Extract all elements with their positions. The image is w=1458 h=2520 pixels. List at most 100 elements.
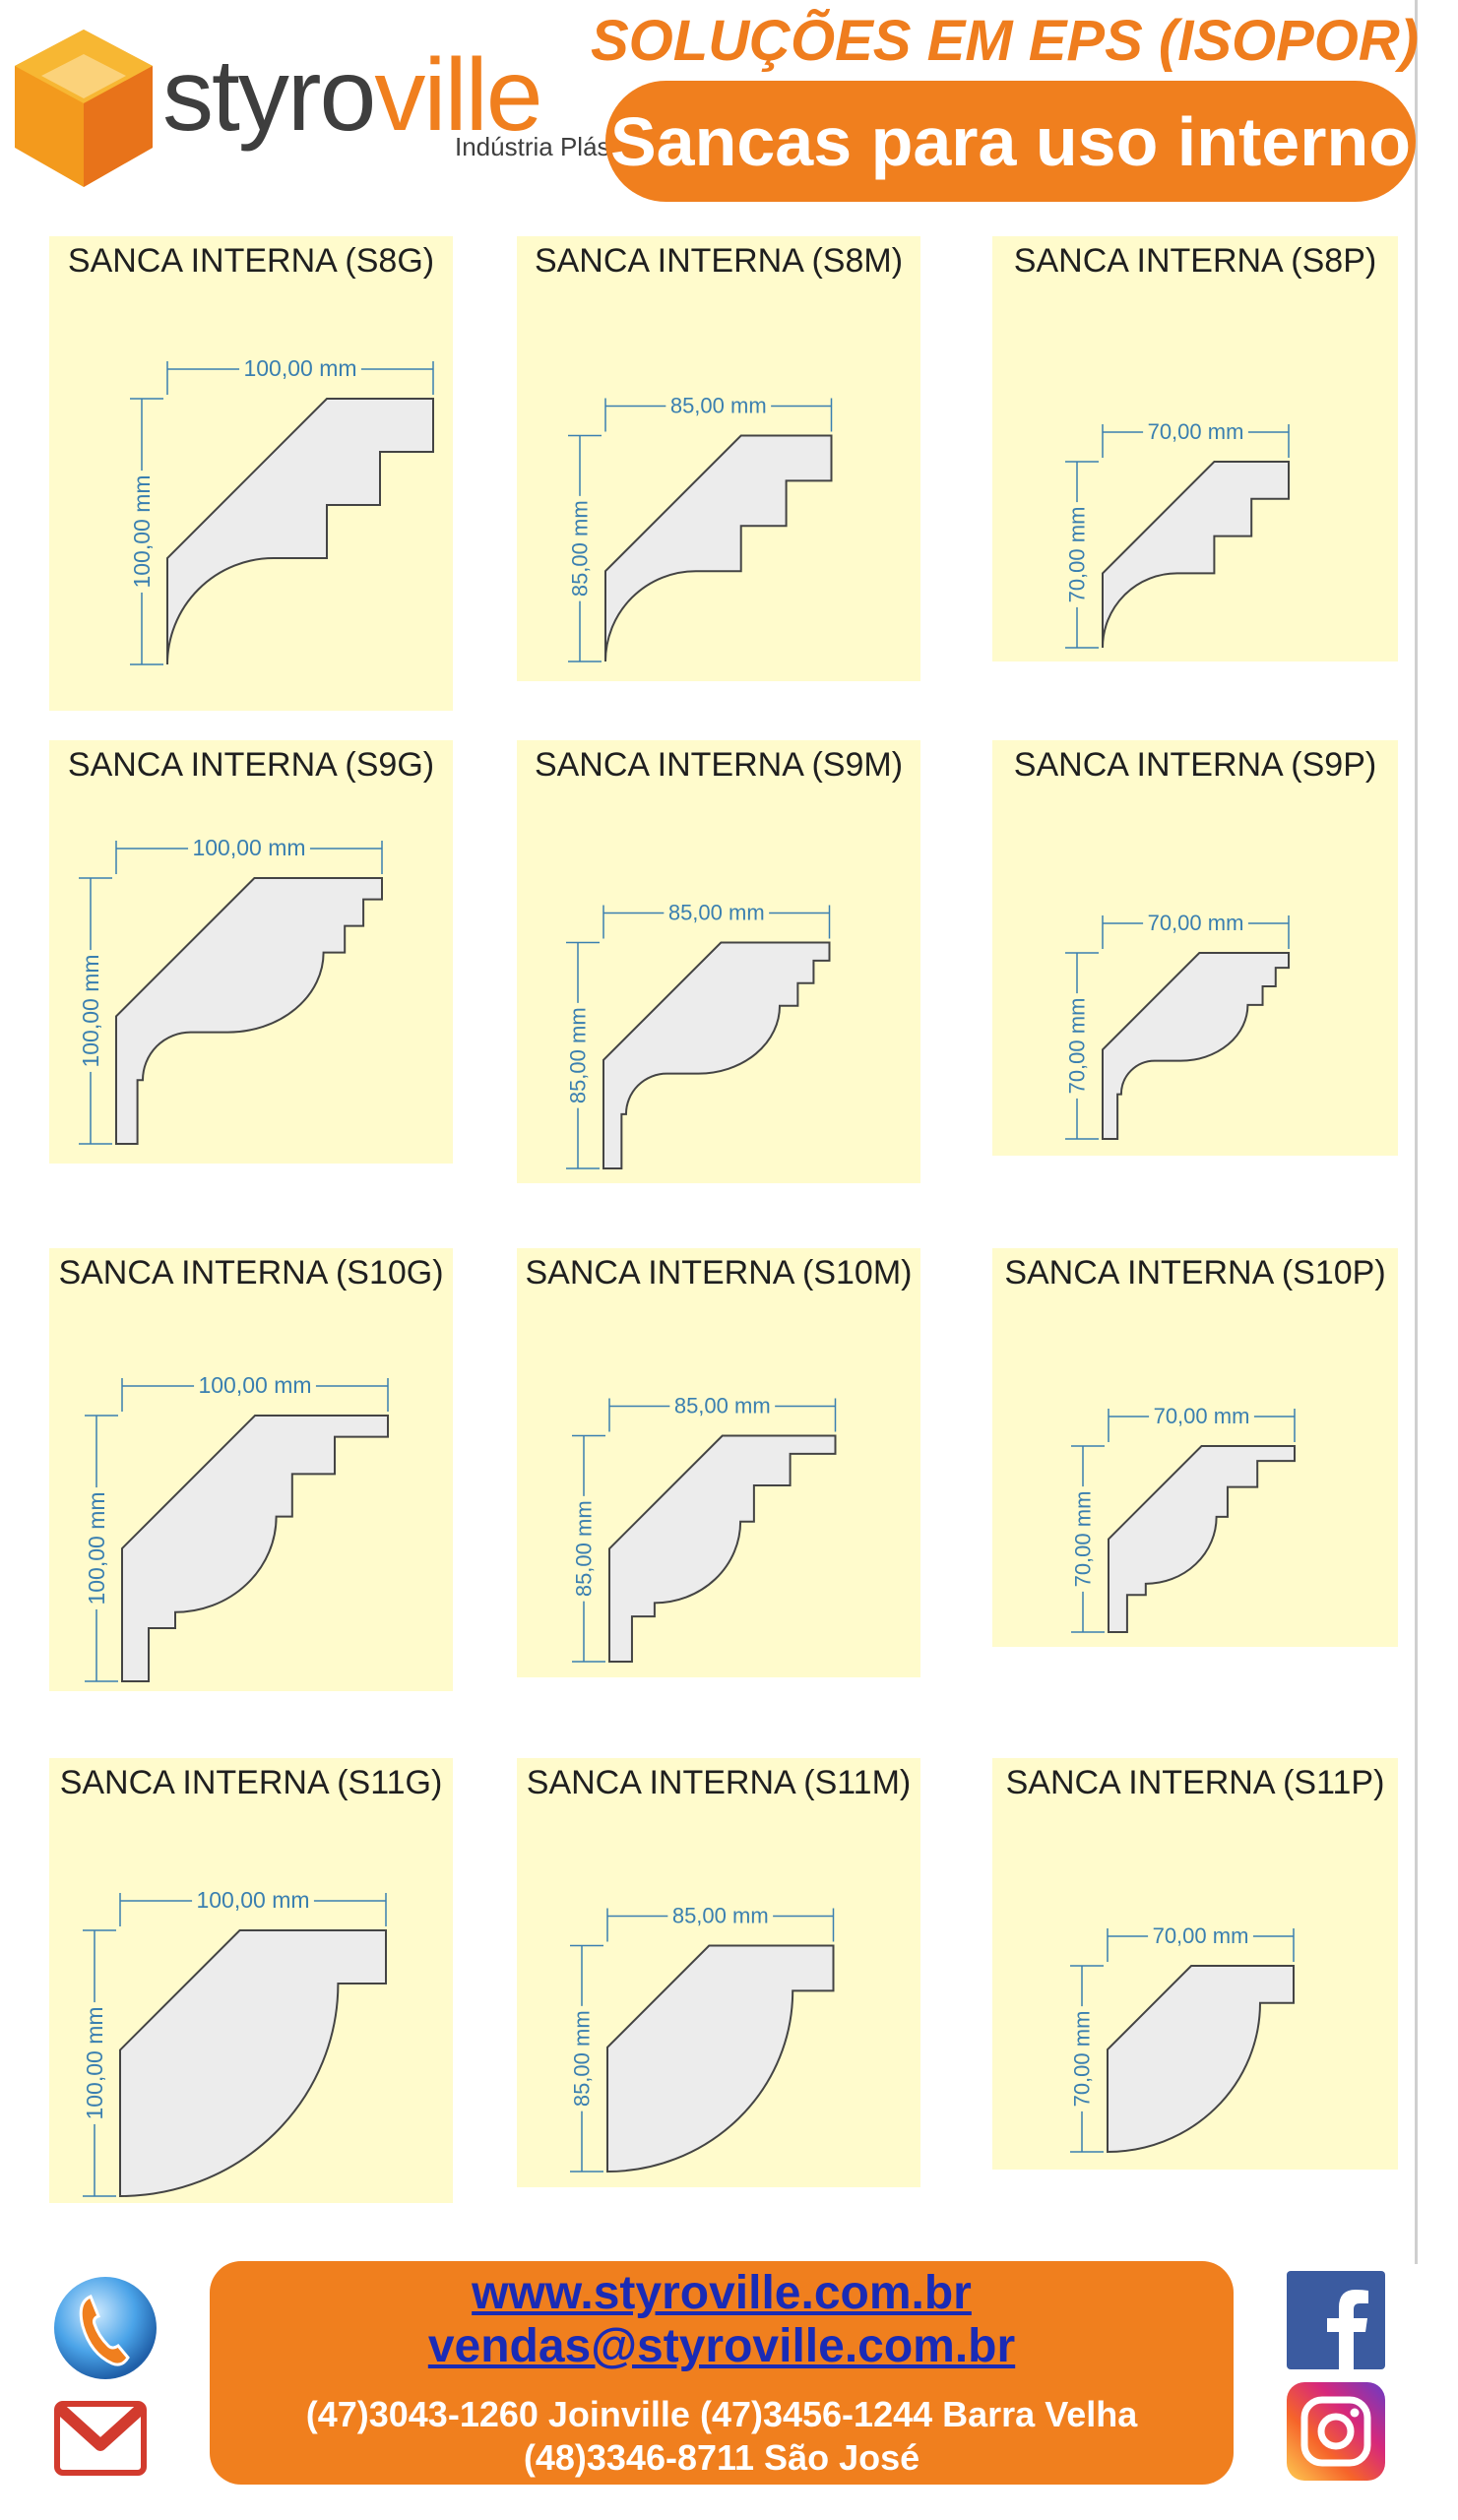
product-title: SANCA INTERNA (S10P) xyxy=(1004,1254,1386,1292)
height-label-backing xyxy=(566,495,594,601)
facebook-icon[interactable] xyxy=(1287,2271,1385,2369)
profile-drawing: 85,00 mm 85,00 mm xyxy=(570,1392,837,1664)
product-card: SANCA INTERNA (S8G) 100,00 mm 100,00 mm xyxy=(49,236,453,711)
width-dimension-label: 85,00 mm xyxy=(674,1394,771,1418)
page-edge-rule xyxy=(1415,0,1418,2264)
width-dimension-label: 100,00 mm xyxy=(243,355,356,381)
product-title: SANCA INTERNA (S8G) xyxy=(67,242,435,280)
width-dimension-label: 70,00 mm xyxy=(1148,911,1244,935)
instagram-icon[interactable] xyxy=(1287,2382,1385,2481)
product-card: SANCA INTERNA (S9P) 70,00 mm 70,00 mm xyxy=(992,740,1398,1156)
phone-numbers-line2: (48)3346-8711 São José xyxy=(523,2437,920,2478)
phone-icon[interactable] xyxy=(51,2269,159,2387)
product-card: SANCA INTERNA (S11M) 85,00 mm 85,00 mm xyxy=(517,1758,920,2187)
height-label-backing xyxy=(81,2002,108,2124)
height-dimension-label: 70,00 mm xyxy=(1071,1491,1096,1588)
product-title: SANCA INTERNA (S8P) xyxy=(1013,242,1377,280)
height-dimension-label: 85,00 mm xyxy=(570,2010,595,2107)
product-title: SANCA INTERNA (S11P) xyxy=(1005,1764,1385,1801)
product-title: SANCA INTERNA (S10G) xyxy=(58,1254,444,1292)
cube-logo-icon xyxy=(15,30,153,187)
height-dimension-label: 85,00 mm xyxy=(568,500,593,597)
width-dimension-label: 70,00 mm xyxy=(1153,1923,1249,1948)
product-card: SANCA INTERNA (S11G) 100,00 mm 100,00 mm xyxy=(49,1758,453,2203)
profile-shape xyxy=(118,1928,388,2198)
profile-shape xyxy=(602,941,831,1170)
product-title: SANCA INTERNA (S9G) xyxy=(67,746,435,784)
height-dimension-label: 85,00 mm xyxy=(566,1007,591,1103)
profile-shape xyxy=(1107,1965,1295,2154)
phone-numbers-line1: (47)3043-1260 Joinville (47)3456-1244 Ba… xyxy=(305,2394,1138,2434)
profile-drawing: 100,00 mm 100,00 mm xyxy=(77,835,384,1146)
profile-drawing: 70,00 mm 70,00 mm xyxy=(1063,910,1290,1140)
width-label-backing xyxy=(666,392,772,418)
profile-drawing: 85,00 mm 85,00 mm xyxy=(568,1902,835,2174)
product-card: SANCA INTERNA (S9M) 85,00 mm 85,00 mm xyxy=(517,740,920,1183)
height-label-backing xyxy=(564,1002,592,1108)
height-dimension-label: 100,00 mm xyxy=(82,2006,107,2119)
width-dimension-label: 70,00 mm xyxy=(1154,1404,1250,1428)
height-label-backing xyxy=(570,1495,598,1602)
width-dimension-label: 85,00 mm xyxy=(670,394,767,418)
width-label-backing xyxy=(1148,1922,1253,1948)
profile-drawing: 100,00 mm 100,00 mm xyxy=(81,1887,388,2198)
product-card: SANCA INTERNA (S11P) 70,00 mm 70,00 mm xyxy=(992,1758,1398,2170)
profile-drawing: 70,00 mm 70,00 mm xyxy=(1069,1403,1296,1633)
width-label-backing xyxy=(239,355,361,381)
profile-shape xyxy=(1102,461,1290,649)
width-dimension-label: 70,00 mm xyxy=(1148,419,1244,444)
profile-shape xyxy=(165,397,435,665)
product-title: SANCA INTERNA (S8M) xyxy=(534,242,904,280)
email-link[interactable]: vendas@styroville.com.br xyxy=(427,2320,1016,2372)
width-label-backing xyxy=(194,1372,316,1398)
gmail-icon[interactable] xyxy=(51,2394,150,2483)
profile-drawing: 85,00 mm 85,00 mm xyxy=(566,392,833,662)
profile-shape xyxy=(605,1944,835,2174)
height-label-backing xyxy=(128,471,156,593)
width-label-backing xyxy=(188,835,310,860)
height-label-backing xyxy=(568,2005,596,2111)
product-title: SANCA INTERNA (S9P) xyxy=(1013,746,1377,784)
profile-drawing: 100,00 mm 100,00 mm xyxy=(128,355,435,665)
profile-drawing: 85,00 mm 85,00 mm xyxy=(564,899,831,1170)
width-label-backing xyxy=(192,1887,314,1913)
height-dimension-label: 100,00 mm xyxy=(78,954,103,1067)
profile-drawing: 70,00 mm 70,00 mm xyxy=(1068,1922,1295,2154)
product-card: SANCA INTERNA (S9G) 100,00 mm 100,00 mm xyxy=(49,740,453,1164)
height-dimension-label: 85,00 mm xyxy=(572,1500,597,1597)
width-dimension-label: 100,00 mm xyxy=(192,835,305,860)
product-card: SANCA INTERNA (S10P) 70,00 mm 70,00 mm xyxy=(992,1248,1398,1647)
width-dimension-label: 100,00 mm xyxy=(196,1887,309,1913)
height-dimension-label: 70,00 mm xyxy=(1065,998,1090,1095)
profile-shape xyxy=(1102,952,1290,1140)
width-label-backing xyxy=(1149,1403,1254,1428)
width-dimension-label: 85,00 mm xyxy=(668,901,765,925)
profile-shape xyxy=(603,434,833,662)
profile-shape xyxy=(607,1434,837,1664)
width-dimension-label: 85,00 mm xyxy=(672,1904,769,1928)
brand-name: styroville xyxy=(162,38,543,153)
product-title: SANCA INTERNA (S10M) xyxy=(525,1254,913,1292)
product-card: SANCA INTERNA (S8P) 70,00 mm 70,00 mm xyxy=(992,236,1398,662)
height-label-backing xyxy=(77,950,104,1072)
width-dimension-label: 100,00 mm xyxy=(198,1372,311,1398)
product-title: SANCA INTERNA (S11G) xyxy=(59,1764,443,1801)
height-label-backing xyxy=(1068,2006,1096,2111)
profile-shape xyxy=(120,1414,390,1683)
website-link[interactable]: www.styroville.com.br xyxy=(472,2267,972,2319)
contact-panel: www.styroville.com.br vendas@styroville.… xyxy=(210,2261,1234,2485)
height-label-backing xyxy=(1063,502,1091,607)
product-title: SANCA INTERNA (S9M) xyxy=(534,746,904,784)
product-card: SANCA INTERNA (S8M) 85,00 mm 85,00 mm xyxy=(517,236,920,681)
height-dimension-label: 100,00 mm xyxy=(84,1491,109,1605)
height-label-backing xyxy=(1069,1486,1097,1592)
height-dimension-label: 70,00 mm xyxy=(1065,507,1090,603)
profile-shape xyxy=(114,876,384,1146)
product-card: SANCA INTERNA (S10G) 100,00 mm 100,00 mm xyxy=(49,1248,453,1691)
width-label-backing xyxy=(1143,910,1248,935)
width-label-backing xyxy=(669,1392,776,1418)
height-dimension-label: 100,00 mm xyxy=(129,474,155,588)
height-label-backing xyxy=(1063,993,1091,1099)
profile-drawing: 100,00 mm 100,00 mm xyxy=(83,1372,390,1683)
product-title: SANCA INTERNA (S11M) xyxy=(526,1764,912,1801)
